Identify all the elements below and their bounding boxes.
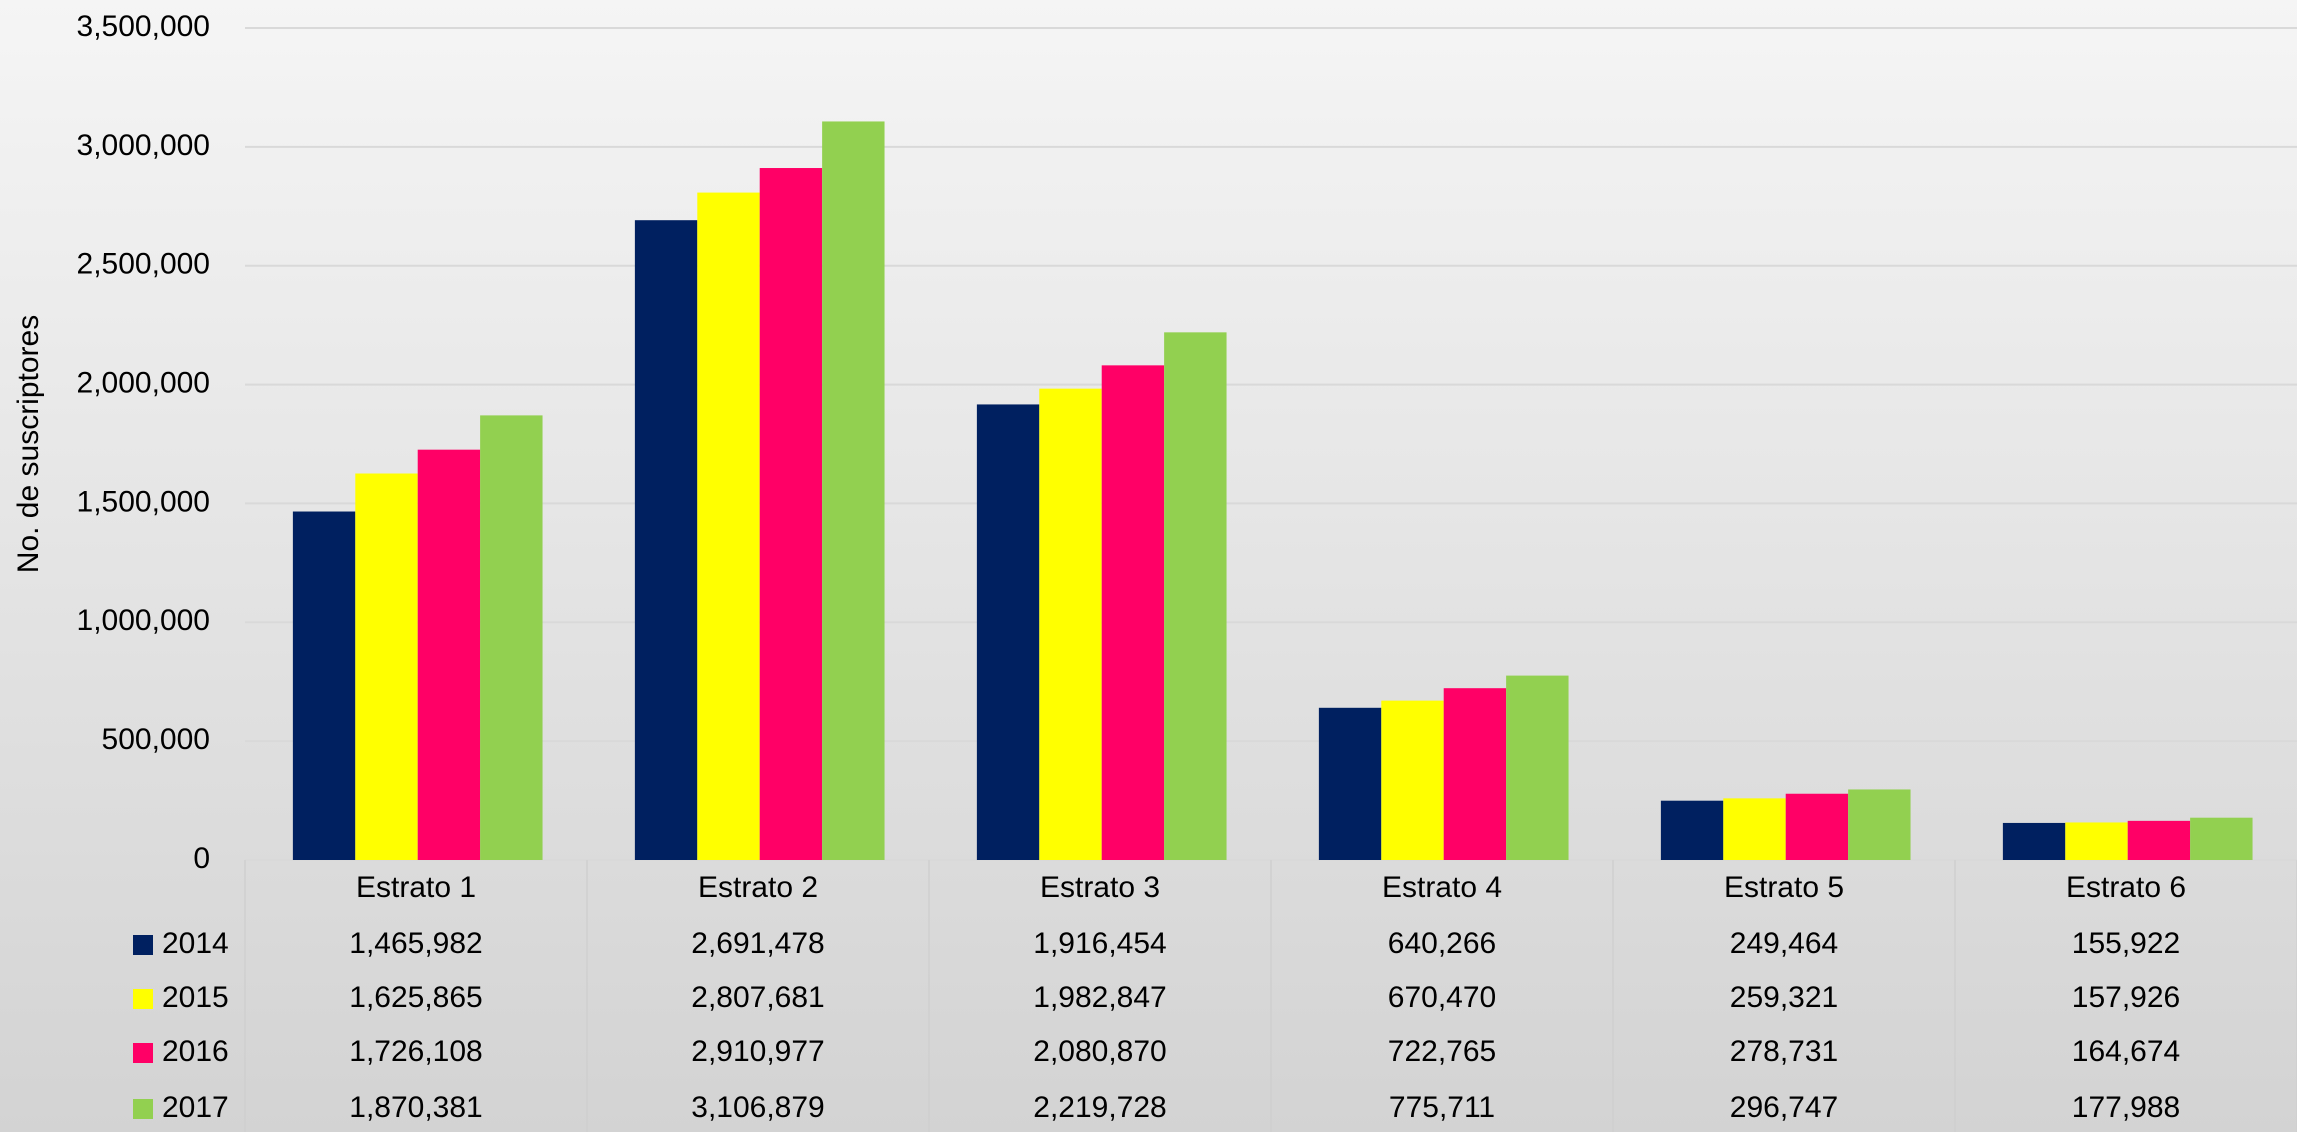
bar	[1381, 700, 1444, 860]
legend-swatch	[133, 1043, 153, 1063]
bar	[1660, 800, 1724, 860]
bar	[1164, 332, 1227, 860]
bar	[1848, 789, 1911, 860]
legend-swatch	[133, 935, 153, 955]
bar	[1506, 675, 1569, 860]
y-tick-label: 1,500,000	[77, 485, 210, 518]
x-tick-label: Estrato 2	[698, 871, 818, 904]
bar	[2190, 817, 2253, 860]
bar	[759, 168, 823, 861]
table-value: 2,219,728	[1033, 1091, 1166, 1124]
legend-swatch	[133, 989, 153, 1009]
x-tick-label: Estrato 6	[2066, 871, 2186, 904]
table-value: 2,910,977	[691, 1035, 824, 1068]
bar	[634, 220, 698, 860]
table-value: 1,916,454	[1033, 927, 1166, 960]
table-value: 722,765	[1388, 1035, 1496, 1068]
x-tick-label: Estrato 1	[356, 871, 476, 904]
y-tick-label: 3,000,000	[77, 129, 210, 162]
table-value: 1,465,982	[349, 927, 482, 960]
table-value: 157,926	[2072, 981, 2180, 1014]
table-value: 259,321	[1730, 981, 1838, 1014]
y-tick-label: 3,500,000	[77, 10, 210, 43]
legend-swatch	[133, 1099, 153, 1119]
x-tick-label: Estrato 5	[1724, 871, 1844, 904]
bar	[2127, 820, 2191, 860]
table-value: 278,731	[1730, 1035, 1838, 1068]
table-value: 2,691,478	[691, 927, 824, 960]
legend-label: 2016	[162, 1035, 229, 1068]
bar	[417, 449, 481, 860]
table-value: 249,464	[1730, 927, 1838, 960]
table-value: 1,625,865	[349, 981, 482, 1014]
bar	[1723, 798, 1786, 860]
table-value: 670,470	[1388, 981, 1496, 1014]
table-value: 1,870,381	[349, 1091, 482, 1124]
bar	[1101, 365, 1165, 860]
bar	[480, 415, 543, 860]
x-tick-label: Estrato 3	[1040, 871, 1160, 904]
table-value: 1,982,847	[1033, 981, 1166, 1014]
table-value: 3,106,879	[691, 1091, 824, 1124]
table-value: 164,674	[2072, 1035, 2180, 1068]
y-tick-label: 500,000	[102, 723, 210, 756]
y-tick-label: 1,000,000	[77, 604, 210, 637]
legend-label: 2015	[162, 981, 229, 1014]
table-value: 1,726,108	[349, 1035, 482, 1068]
bar	[1318, 707, 1382, 860]
legend-label: 2017	[162, 1091, 229, 1124]
table-value: 775,711	[1389, 1091, 1495, 1124]
bar	[976, 404, 1040, 860]
table-value: 2,080,870	[1033, 1035, 1166, 1068]
bar	[292, 511, 356, 860]
bar	[2002, 822, 2066, 860]
bar	[1039, 388, 1102, 860]
bar	[822, 121, 885, 860]
bar	[1785, 793, 1849, 860]
table-value: 2,807,681	[691, 981, 824, 1014]
bar	[697, 192, 760, 861]
bar	[2065, 822, 2128, 860]
table-value: 155,922	[2072, 927, 2180, 960]
table-value: 640,266	[1388, 927, 1496, 960]
table-value: 177,988	[2072, 1091, 2180, 1124]
x-tick-label: Estrato 4	[1382, 871, 1502, 904]
y-tick-label: 2,000,000	[77, 366, 210, 399]
table-value: 296,747	[1730, 1091, 1838, 1124]
bar	[1443, 688, 1507, 860]
y-tick-label: 0	[193, 842, 210, 875]
legend-label: 2014	[162, 927, 229, 960]
y-axis-label: No. de suscriptores	[12, 315, 45, 573]
y-tick-label: 2,500,000	[77, 248, 210, 281]
bar	[355, 473, 418, 860]
